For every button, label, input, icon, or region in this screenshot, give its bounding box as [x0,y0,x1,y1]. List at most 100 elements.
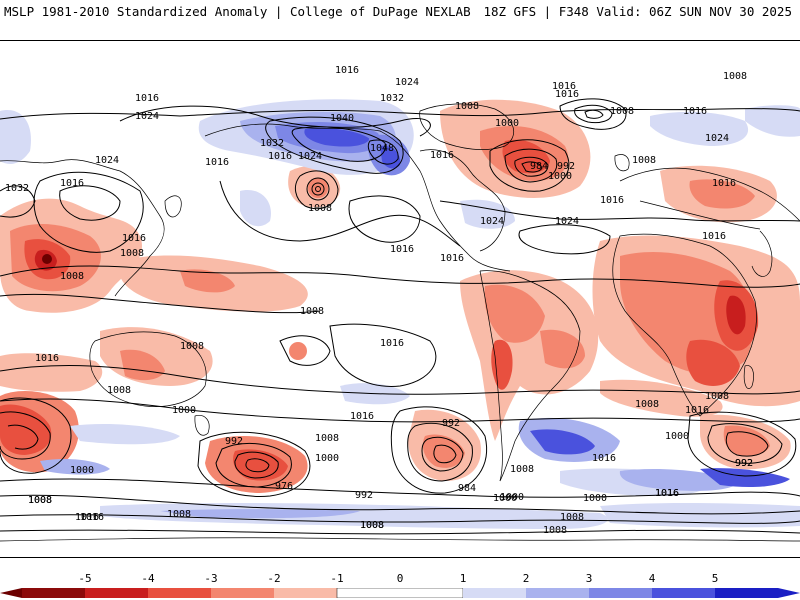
isobar-asia-1024 [59,185,121,221]
label-1016: 1016 [655,488,679,499]
isobar-nw-1032 [0,185,36,218]
colorbar-tick-label: -4 [141,572,155,585]
coast-uk [614,154,630,172]
anom-europe-2 [689,179,755,209]
anom-nw-blue [0,110,31,164]
label-1016: 1016 [205,157,229,168]
anom-africa-core [726,295,746,335]
isobar-s-low2-4 [433,444,457,464]
colorbar-seg-neg3 [148,588,211,598]
label-1008: 1008 [543,525,567,536]
coast-europe-2 [639,200,761,230]
isobar-asia-1016 [33,171,144,253]
anom-alaska-4 [304,128,370,147]
isobar-s-band [0,478,800,498]
coast-e-asia [0,159,165,297]
anom-pac-blue [240,190,271,227]
anom-aus-core [120,349,165,381]
isobar-1024-top [119,105,431,137]
isobar-npac-low-4 [315,186,321,192]
label-1016: 1016 [555,89,579,100]
label-992: 992 [735,458,753,469]
isobar-s-low2 [390,406,487,494]
anomaly-map: 1016 1024 1016 1008 1016 1024 1032 1040 … [0,41,800,557]
label-984: 984 [458,483,476,494]
anom-s-band-1 [70,424,180,445]
label-1008: 1008 [107,385,131,396]
colorbar-tick-label: -5 [78,572,92,585]
isobar-s-low1-2 [215,443,292,488]
isobar-pac-1008 [279,335,331,366]
colorbar-tick-label: -1 [330,572,344,585]
label-1016: 1016 [268,151,292,162]
isobar-pac-1016 [329,323,437,387]
isobar-labels: 1016 1024 1016 1008 1016 1024 1032 1040 … [5,65,753,536]
label-1000: 1000 [493,493,517,504]
label-1008: 1008 [300,306,324,317]
isobar-eu-low-3 [584,109,604,119]
colorbar-seg-neg4 [85,588,148,598]
label-1008: 1008 [510,464,534,475]
label-1016: 1016 [685,405,709,416]
isobar-s-low1-3 [234,451,279,479]
label-1008: 1008 [180,341,204,352]
map-title: MSLP 1981-2010 Standardized Anomaly | Co… [4,4,471,19]
isobar-npac-low-2 [306,177,330,201]
coast-africa [612,233,757,417]
isobar-atl-low-3 [514,156,549,177]
colorbar-tick-label: 0 [396,572,404,585]
label-1024: 1024 [555,216,579,227]
coast-madagascar [743,365,754,389]
colorbar-seg-zero [336,588,464,598]
label-992: 992 [225,436,243,447]
label-1000: 1000 [665,431,689,442]
label-1024: 1024 [395,77,419,88]
map-panel: 1016 1024 1016 1008 1016 1024 1032 1040 … [0,40,800,558]
isobar-bottom [0,514,800,524]
isobar-s-low2-3 [421,436,464,472]
label-1008: 1008 [560,512,584,523]
label-1016: 1016 [75,512,99,523]
label-1008: 1008 [455,101,479,112]
isobar-s-low1-4 [245,458,270,473]
label-1016: 1016 [430,150,454,161]
label-1016: 1016 [712,178,736,189]
label-976: 976 [275,481,293,492]
isobar-s-low3-3 [725,431,769,457]
colorbar-tick-label: -2 [267,572,281,585]
coast-us-east [419,149,506,252]
anom-pac-small [289,342,307,360]
isobar-s-1016 [0,365,800,395]
colorbar-strip [0,588,800,598]
anom-sw-low-2 [0,404,52,455]
label-1048: 1048 [370,143,394,154]
isobar-eu-low [559,98,627,130]
colorbar-arrow-left [0,588,22,598]
colorbar-tick-label: 3 [585,572,593,585]
coast-s-america [479,270,581,482]
anom-s-atl-blue-2 [530,429,595,455]
label-1024: 1024 [705,133,729,144]
label-992: 992 [557,161,575,172]
label-984: 984 [530,161,548,172]
label-1016: 1016 [135,93,159,104]
anom-seasia-core [42,254,52,264]
label-1016: 1016 [600,195,624,206]
label-1008: 1008 [167,509,191,520]
coast-japan [164,195,182,218]
label-1032: 1032 [260,138,284,149]
label-1016: 1016 [350,411,374,422]
isobar-bottom-2 [0,529,800,535]
isobar-s-1008 [0,398,800,423]
colorbar-seg-neg2 [211,588,274,598]
label-992: 992 [355,490,373,501]
label-1008: 1008 [308,203,332,214]
label-1008: 1008 [315,433,339,444]
isobar-1024-us [348,195,421,243]
label-992: 992 [442,418,460,429]
label-1008: 1008 [632,155,656,166]
coast-greenland [419,103,515,150]
label-1016: 1016 [122,233,146,244]
label-1008: 1008 [360,520,384,531]
isobar-atl-low-2 [504,148,558,183]
